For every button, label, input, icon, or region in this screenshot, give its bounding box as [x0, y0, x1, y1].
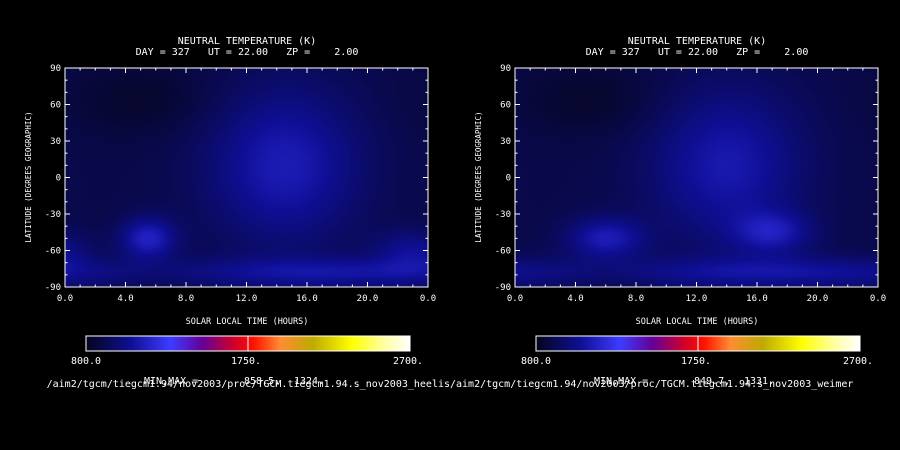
- y-tick-label: -90: [45, 283, 61, 293]
- y-tick-label: 90: [500, 64, 511, 74]
- y-tick-label: 0: [56, 174, 61, 184]
- chart-title: NEUTRAL TEMPERATURE (K): [178, 36, 316, 47]
- y-tick-label: 90: [50, 64, 61, 74]
- x-tick-label: 12.0: [236, 294, 258, 304]
- minmax-min-value: 849.7,: [694, 376, 730, 387]
- minmax-max-value: 1331.: [744, 376, 774, 387]
- minmax-label: MIN,MAX =: [594, 376, 648, 387]
- file-path-right: /aim2/tgcm/tiegcm1.94/nov2003/proc/TGCM.…: [450, 379, 854, 390]
- x-tick-label: 0.0: [870, 294, 886, 304]
- y-tick-label: 30: [500, 137, 511, 147]
- x-tick-label: 20.0: [807, 294, 829, 304]
- colorbar-max-label: 2700.: [393, 356, 423, 367]
- x-axis-label: SOLAR LOCAL TIME (HOURS): [186, 317, 309, 327]
- y-axis-label: LATITUDE (DEGREES GEOGRAPHIC): [24, 112, 33, 243]
- y-tick-label: -90: [495, 283, 511, 293]
- x-tick-label: 4.0: [117, 294, 133, 304]
- heatmap-panel-right: NEUTRAL TEMPERATURE (K) DAY = 327 UT = 2…: [450, 0, 900, 400]
- x-tick-label: 20.0: [357, 294, 379, 304]
- colorbar-min-label: 800.0: [71, 356, 101, 367]
- colorbar-max-label: 2700.: [843, 356, 873, 367]
- y-tick-label: 0: [506, 174, 511, 184]
- x-tick-label: 8.0: [178, 294, 194, 304]
- heatmap-left-svg: NEUTRAL TEMPERATURE (K) DAY = 327 UT = 2…: [24, 36, 436, 387]
- x-tick-label: 16.0: [296, 294, 318, 304]
- y-tick-label: -60: [45, 247, 61, 257]
- heatmap-panel-left: NEUTRAL TEMPERATURE (K) DAY = 327 UT = 2…: [0, 0, 450, 400]
- y-tick-label: -30: [495, 210, 511, 220]
- heatmap-right-svg: NEUTRAL TEMPERATURE (K) DAY = 327 UT = 2…: [474, 36, 886, 387]
- y-tick-label: 60: [50, 101, 61, 111]
- colorbar-mid-label: 1750.: [681, 356, 711, 367]
- y-tick-label: -30: [45, 210, 61, 220]
- file-path-left: /aim2/tgcm/tiegcm1.94/nov2003/proc/TGCM.…: [46, 379, 450, 390]
- colorbar-min-label: 800.0: [521, 356, 551, 367]
- x-tick-label: 8.0: [628, 294, 644, 304]
- x-tick-label: 0.0: [420, 294, 436, 304]
- colorbar-mid-label: 1750.: [231, 356, 261, 367]
- heatmap-field: [515, 68, 878, 287]
- x-tick-label: 12.0: [686, 294, 708, 304]
- y-tick-label: -60: [495, 247, 511, 257]
- x-tick-label: 0.0: [507, 294, 523, 304]
- chart-subtitle: DAY = 327 UT = 22.00 ZP = 2.00: [586, 47, 809, 58]
- heatmap-field: [65, 68, 428, 287]
- x-tick-label: 16.0: [746, 294, 768, 304]
- y-axis-label: LATITUDE (DEGREES GEOGRAPHIC): [474, 112, 483, 243]
- x-axis-label: SOLAR LOCAL TIME (HOURS): [636, 317, 759, 327]
- chart-subtitle: DAY = 327 UT = 22.00 ZP = 2.00: [136, 47, 359, 58]
- minmax-label: MIN,MAX =: [144, 376, 198, 387]
- y-tick-label: 30: [50, 137, 61, 147]
- y-tick-label: 60: [500, 101, 511, 111]
- minmax-min-value: 858.5,: [244, 376, 280, 387]
- chart-title: NEUTRAL TEMPERATURE (K): [628, 36, 766, 47]
- x-tick-label: 0.0: [57, 294, 73, 304]
- x-tick-label: 4.0: [567, 294, 583, 304]
- minmax-max-value: 1324.: [294, 376, 324, 387]
